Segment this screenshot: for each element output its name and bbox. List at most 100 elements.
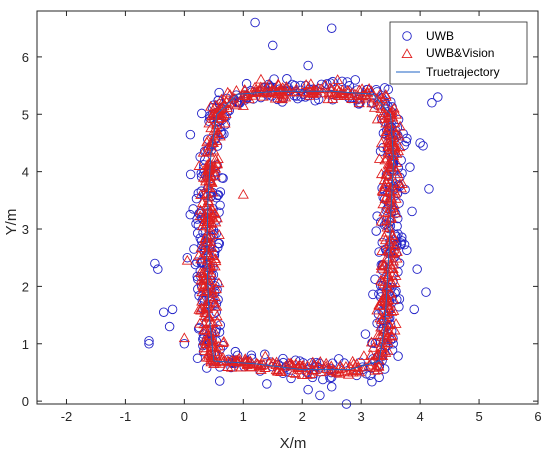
- uwb-vision-point: [211, 119, 223, 129]
- uwb-vision-point: [369, 362, 382, 372]
- uwb-vision-point: [394, 141, 406, 152]
- uwb-vision-point: [376, 314, 388, 324]
- legend-uwb-vision-label: UWB&Vision: [426, 46, 494, 60]
- uwb-point: [393, 351, 403, 361]
- uwb-vision-point: [203, 275, 215, 285]
- uwb-point: [350, 75, 361, 85]
- uwb-vision-point: [362, 92, 374, 103]
- uwb-vision-point: [378, 278, 390, 289]
- uwb-vision-point: [381, 221, 393, 232]
- x-tick-label: 0: [181, 409, 188, 424]
- uwb-vision-point: [217, 337, 229, 347]
- uwb-vision-point: [209, 260, 221, 271]
- uwb-vision-point: [211, 346, 223, 357]
- uwb-vision-point: [388, 204, 400, 215]
- y-axis-label: Y/m: [3, 209, 20, 236]
- y-tick-label: 1: [22, 337, 29, 352]
- uwb-vision-point: [385, 287, 397, 298]
- x-tick-label: 1: [240, 409, 247, 424]
- x-tick-label: 6: [534, 409, 541, 424]
- uwb-vision-point: [217, 110, 229, 120]
- y-tick-label: 6: [22, 50, 29, 65]
- uwb-point: [182, 252, 193, 263]
- uwb-vision-point: [199, 324, 211, 335]
- uwb-point: [268, 40, 278, 51]
- uwb-vision-point: [289, 367, 302, 378]
- uwb-vision-point: [381, 306, 393, 316]
- uwb-vision-point: [373, 153, 386, 163]
- uwb-vision-point: [390, 157, 403, 167]
- uwb-vision-point: [349, 361, 362, 371]
- uwb-vision-point: [332, 74, 344, 84]
- uwb-vision-point: [222, 361, 234, 371]
- uwb-point: [334, 354, 344, 364]
- uwb-vision-point: [230, 354, 242, 365]
- uwb-vision-point: [208, 102, 220, 113]
- x-tick-label: 3: [358, 409, 365, 424]
- uwb-vision-point: [311, 85, 323, 96]
- uwb-point: [192, 353, 203, 364]
- uwb-point: [214, 87, 224, 98]
- uwb-vision-point: [389, 240, 401, 250]
- uwb-vision-point: [200, 229, 213, 240]
- uwb-vision-point: [222, 86, 234, 97]
- uwb-point: [326, 23, 337, 33]
- uwb-vision-point: [208, 326, 221, 336]
- uwb-vision-point: [220, 108, 232, 119]
- uwb-vision-point: [292, 362, 304, 372]
- uwb-vision-point: [365, 349, 377, 360]
- uwb-vision-point: [273, 85, 285, 95]
- uwb-point: [282, 74, 292, 84]
- uwb-vision-point: [213, 229, 225, 239]
- uwb-point: [412, 264, 422, 274]
- uwb-point: [167, 304, 178, 315]
- uwb-vision-point: [290, 83, 302, 94]
- uwb-vision-point: [387, 258, 400, 269]
- uwb-vision-point: [386, 105, 398, 115]
- uwb-vision-point: [386, 330, 398, 341]
- uwb-vision-point: [300, 87, 312, 98]
- uwb-vision-point: [386, 276, 398, 287]
- uwb-point: [153, 264, 163, 274]
- uwb-vision-point: [237, 89, 249, 100]
- uwb-vision-point: [367, 341, 380, 352]
- uwb-vision-point: [381, 176, 393, 187]
- uwb-vision-point: [200, 200, 212, 210]
- y-tick-label: 4: [22, 165, 29, 180]
- uwb-vision-point: [205, 235, 217, 246]
- uwb-vision-point: [228, 92, 240, 103]
- uwb-vision-point: [377, 186, 389, 196]
- uwb-vision-point: [273, 363, 285, 374]
- uwb-vision-point: [206, 203, 218, 214]
- uwb-vision-point: [375, 274, 387, 285]
- uwb-vision-point: [314, 356, 326, 366]
- true-trajectory-line: [206, 90, 395, 371]
- uwb-vision-point: [207, 353, 219, 364]
- uwb-vision-point: [356, 83, 368, 93]
- uwb-vision-point: [342, 368, 355, 379]
- uwb-vision-point: [209, 300, 221, 311]
- uwb-vision-point: [331, 83, 343, 94]
- uwb-vision-point: [263, 87, 275, 98]
- uwb-vision-point: [390, 318, 402, 328]
- uwb-vision-point: [209, 253, 222, 264]
- uwb-vision-point: [380, 128, 392, 139]
- legend-true-trajectory-label: Truetrajectory: [426, 65, 500, 79]
- uwb-point: [215, 320, 225, 330]
- uwb-vision-point: [200, 247, 212, 258]
- uwb-vision-point: [249, 81, 261, 92]
- uwb-vision-point: [206, 288, 218, 298]
- uwb-vision-point: [200, 307, 212, 318]
- uwb-point: [150, 258, 160, 269]
- uwb-vision-point: [199, 345, 211, 355]
- uwb-vision-point: [203, 159, 215, 169]
- uwb-vision-point: [380, 169, 392, 179]
- uwb-vision-point: [195, 242, 207, 252]
- uwb-point: [214, 376, 225, 386]
- uwb-point: [192, 257, 202, 267]
- uwb-vision-series: [178, 73, 408, 380]
- uwb-point: [418, 141, 428, 151]
- uwb-vision-point: [308, 83, 320, 94]
- uwb-vision-point: [286, 359, 298, 370]
- legend: UWB UWB&Vision Truetrajectory: [389, 21, 528, 85]
